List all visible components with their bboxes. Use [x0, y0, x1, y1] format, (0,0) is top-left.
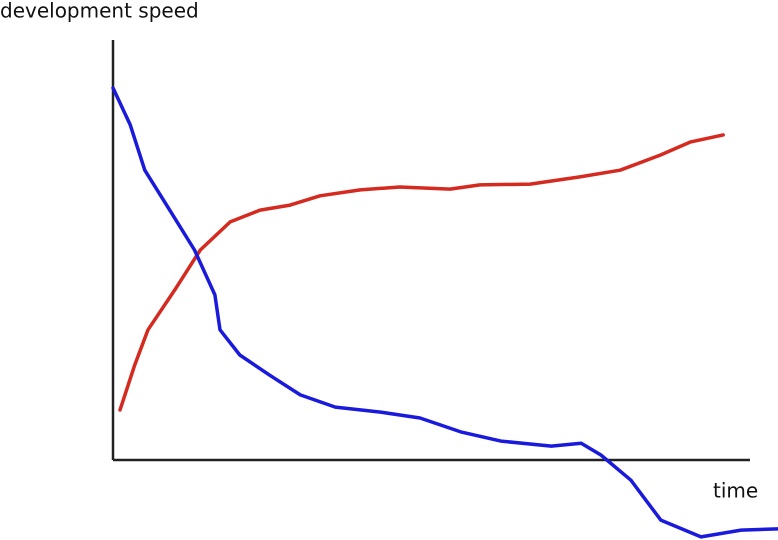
x-axis-label: time	[713, 479, 758, 503]
data-line	[111, 86, 778, 539]
data-line	[118, 133, 725, 412]
y-axis-label: development speed	[0, 0, 199, 23]
